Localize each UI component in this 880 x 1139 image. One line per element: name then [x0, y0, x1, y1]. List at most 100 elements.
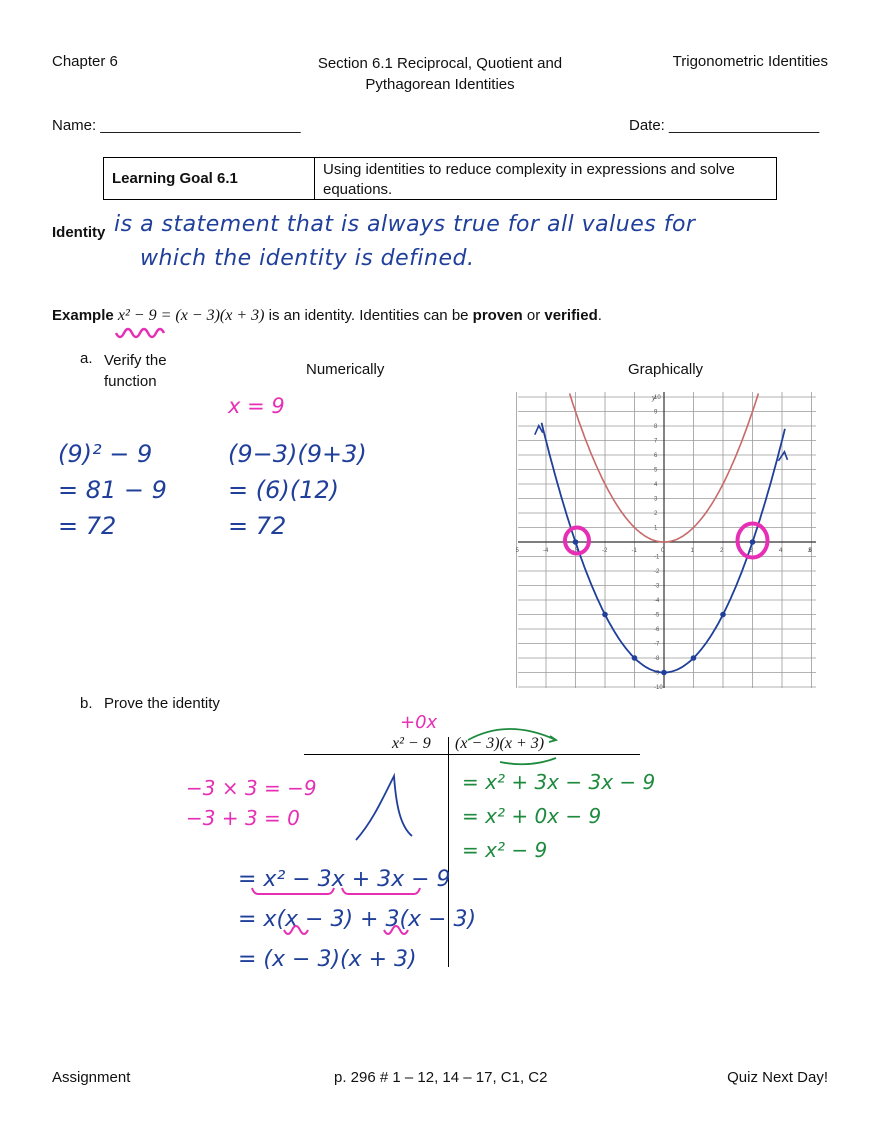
x-tick-label: -4 — [543, 548, 549, 554]
y-tick-label: -3 — [654, 584, 660, 590]
y-tick-label: -1 — [654, 555, 660, 561]
part-b-marker: b. — [80, 695, 93, 712]
x-equals-9: x = 9 — [228, 394, 285, 418]
x-tick-label: 2 — [720, 548, 724, 554]
right-proof-line3: = x² − 9 — [462, 838, 548, 862]
plotted-point — [720, 611, 726, 618]
t-chart-horizontal-line — [304, 754, 640, 755]
y-tick-label: -5 — [654, 613, 660, 619]
verified-word: verified — [544, 307, 598, 324]
assignment-pages: p. 296 # 1 – 12, 14 – 17, C1, C2 — [334, 1069, 548, 1086]
x-axis-label: x — [807, 547, 812, 554]
y-tick-label: 3 — [654, 497, 658, 503]
learning-goal-table: Learning Goal 6.1 Using identities to re… — [103, 157, 777, 200]
distribution-arrows — [467, 728, 559, 766]
or-word: or — [526, 307, 541, 324]
left-proof-work: = x² − 3x + 3x − 9 = x(x − 3) + 3(x − 3)… — [238, 860, 476, 980]
section-title-line2: Pythagorean Identities — [365, 76, 515, 93]
right-proof-work: = x² + 3x − 3x − 9 = x² + 0x − 9 = x² − … — [462, 765, 655, 867]
y-tick-label: -8 — [654, 656, 660, 662]
proven-word: proven — [472, 307, 523, 324]
plotted-point — [690, 655, 697, 661]
right-work-line3: = 72 — [228, 512, 287, 540]
example-equation: x² − 9 = (x − 3)(x + 3) — [117, 307, 265, 324]
part-a-marker: a. — [80, 350, 93, 367]
graphically-heading: Graphically — [628, 361, 704, 378]
right-work-line2: = (6)(12) — [228, 476, 339, 504]
left-work-line1: (9)² − 9 — [58, 440, 153, 468]
date-blank: __________________ — [669, 117, 820, 134]
sum-note: −3 + 3 = 0 — [186, 806, 300, 830]
x-tick-label: -3 — [573, 548, 579, 554]
root-highlight-left — [562, 525, 591, 556]
quiz-note: Quiz Next Day! — [727, 1069, 828, 1086]
y-tick-label: -4 — [654, 598, 660, 604]
left-work-line2: = 81 − 9 — [58, 476, 167, 504]
x-tick-label: -1 — [632, 548, 638, 554]
right-proof-line2: = x² + 0x − 9 — [462, 804, 602, 828]
assignment-label: Assignment — [52, 1069, 131, 1086]
topic-label: Trigonometric Identities — [672, 53, 828, 70]
factor-pair-notes: −3 × 3 = −9 −3 + 3 = 0 — [186, 773, 317, 833]
y-tick-label: 1 — [654, 526, 658, 532]
x-tick-label: 3 — [750, 548, 754, 554]
proof-right-side: (x − 3)(x + 3) — [455, 735, 545, 752]
right-arrowhead — [777, 450, 789, 462]
name-blank: ________________________ — [100, 117, 301, 134]
pink-squiggle-underline — [114, 327, 166, 339]
part-a-label-line1: Verify the — [104, 352, 167, 369]
pink-underlines — [251, 887, 421, 935]
x-tick-label: 1 — [691, 548, 695, 554]
y-tick-label: 4 — [654, 482, 658, 488]
product-note: −3 × 3 = −9 — [186, 776, 317, 800]
red-parabola-x-squared — [568, 393, 760, 543]
x-tick-label: -5 — [516, 548, 519, 554]
y-tick-label: -9 — [654, 671, 660, 677]
plotted-point — [572, 539, 579, 545]
x-tick-label: 0 — [661, 548, 665, 554]
plotted-point — [631, 655, 638, 661]
hand-drawn-mark — [355, 772, 413, 841]
left-proof-line1: = x² − 3x + 3x − 9 — [238, 867, 451, 892]
section-title-line1: Section 6.1 Reciprocal, Quotient and — [317, 55, 563, 72]
y-tick-label: 5 — [654, 468, 658, 474]
chapter-label: Chapter 6 — [52, 53, 118, 70]
left-work-line3: = 72 — [58, 512, 117, 540]
example-label: Example — [52, 307, 114, 324]
root-highlight-right — [735, 521, 770, 560]
left-numeric-work: (9)² − 9 = 81 − 9 = 72 — [58, 436, 167, 544]
x-tick-label: -2 — [602, 548, 608, 554]
example-line: Example x² − 9 = (x − 3)(x + 3) is an id… — [52, 307, 602, 325]
proof-left-side: x² − 9 — [392, 735, 431, 752]
x-tick-label: 5 — [809, 548, 813, 554]
y-tick-label: 7 — [654, 439, 658, 445]
identity-definition-line2: which the identity is defined. — [140, 246, 475, 271]
y-tick-label: 2 — [654, 511, 658, 517]
y-tick-label: -7 — [654, 642, 660, 648]
numerically-heading: Numerically — [306, 361, 385, 378]
y-tick-label: -2 — [654, 569, 660, 575]
y-tick-label: 8 — [654, 424, 658, 430]
learning-goal-text: Using identities to reduce complexity in… — [323, 161, 735, 198]
date-field: Date: __________________ — [629, 117, 819, 134]
example-period: . — [597, 307, 602, 324]
identity-label: Identity — [52, 224, 106, 241]
name-label: Name: — [52, 117, 97, 134]
plotted-point — [602, 611, 608, 618]
left-proof-line3: = (x − 3)(x + 3) — [238, 947, 417, 972]
y-axis-label: y — [651, 395, 656, 402]
part-a-label: Verify the function — [104, 350, 167, 392]
part-a-label-line2: function — [104, 373, 157, 390]
plus-0x-note: +0x — [400, 712, 438, 733]
right-work-line1: (9−3)(9+3) — [228, 440, 367, 468]
parabola-graph: -5-4-3-2-101234510987654321-1-2-3-4-5-6-… — [516, 392, 816, 690]
y-tick-label: -10 — [654, 685, 663, 690]
t-chart-vertical-line — [448, 737, 449, 967]
right-proof-line1: = x² + 3x − 3x − 9 — [462, 770, 656, 794]
plotted-point — [749, 539, 756, 545]
y-tick-label: 9 — [654, 410, 658, 416]
left-arrowhead — [534, 423, 544, 436]
section-title: Section 6.1 Reciprocal, Quotient and Pyt… — [300, 53, 580, 95]
x-tick-label: 4 — [779, 548, 783, 554]
date-label: Date: — [629, 117, 665, 134]
